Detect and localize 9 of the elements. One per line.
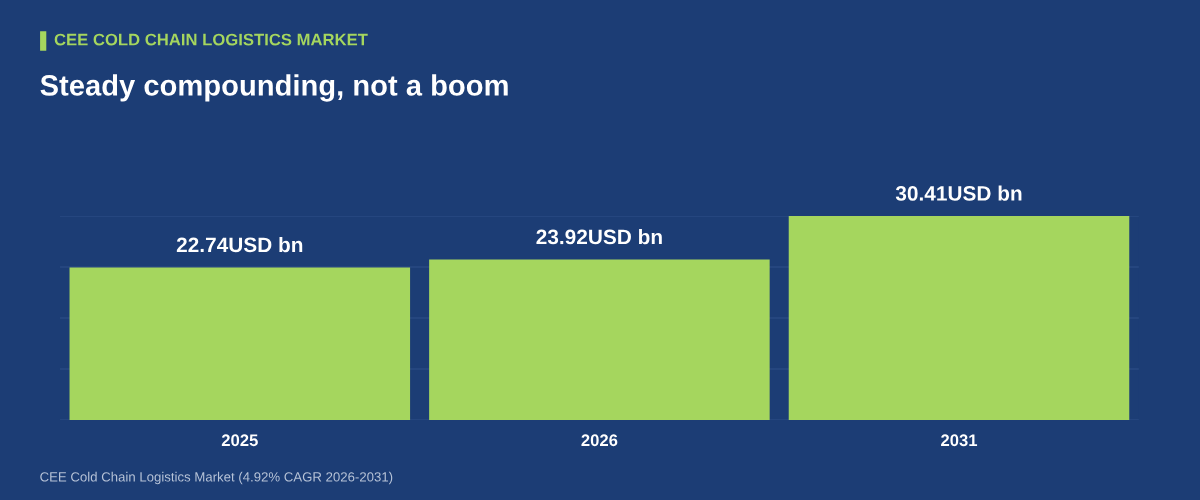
x-tick-label: 2026	[581, 434, 618, 447]
x-tick-label: 2025	[221, 434, 258, 447]
data-label: 22.74USD bn	[176, 236, 303, 253]
chart-subtitle: CEE COLD CHAIN LOGISTICS MARKET	[54, 33, 368, 46]
data-label: 30.41USD bn	[895, 185, 1022, 201]
x-tick-label: 2031	[941, 434, 978, 447]
data-label: 23.92USD bn	[536, 229, 662, 245]
chart-title: Steady compounding, not a boom	[40, 74, 508, 102]
text: CEE Cold Chain Logistics Market (4.92% CAGR 2026-2031)	[40, 471, 393, 485]
